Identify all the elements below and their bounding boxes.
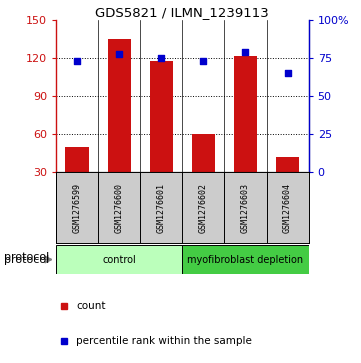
Text: GSM1276599: GSM1276599 (73, 183, 82, 233)
Text: count: count (76, 301, 106, 310)
Point (243, 49, 248, 55)
Bar (182, 245, 309, 274)
Title: GDS5821 / ILMN_1239113: GDS5821 / ILMN_1239113 (95, 6, 269, 19)
Bar (150, 61, 173, 172)
Point (116, 50, 122, 56)
Text: GSM1276601: GSM1276601 (157, 183, 166, 233)
Text: protocol: protocol (4, 254, 49, 265)
Point (200, 58, 206, 64)
Text: protocol: protocol (4, 252, 49, 262)
Text: GSM1276600: GSM1276600 (115, 183, 123, 233)
Text: percentile rank within the sample: percentile rank within the sample (76, 336, 252, 346)
Bar (65, 147, 88, 172)
Point (74, 58, 80, 64)
Text: GSM1276603: GSM1276603 (241, 183, 250, 233)
Point (158, 55, 164, 61)
Text: myofibroblast depletion: myofibroblast depletion (187, 254, 304, 265)
Bar (192, 134, 215, 172)
Text: control: control (102, 254, 136, 265)
Point (285, 70, 291, 76)
Text: GSM1276602: GSM1276602 (199, 183, 208, 233)
Bar (108, 39, 131, 172)
Bar (276, 157, 299, 172)
Bar (56, 245, 182, 274)
Bar (234, 56, 257, 172)
Text: GSM1276604: GSM1276604 (283, 183, 292, 233)
